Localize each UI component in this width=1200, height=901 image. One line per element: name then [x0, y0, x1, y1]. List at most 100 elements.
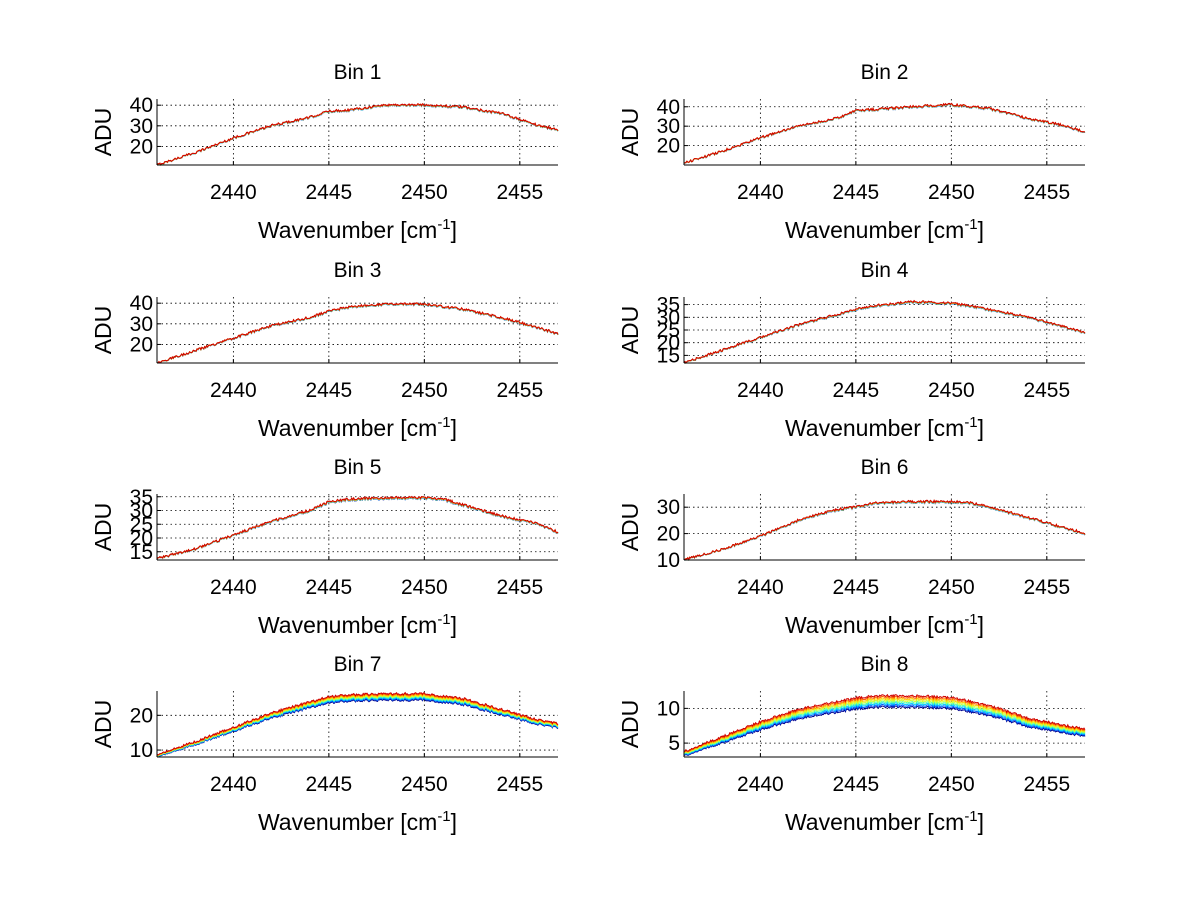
x-tick-label: 2445 [832, 576, 879, 599]
series-line-2 [683, 103, 1086, 164]
x-tick-label: 2455 [1023, 379, 1070, 402]
series-line-8 [156, 495, 559, 560]
series-line-8 [683, 693, 1086, 752]
y-tick-label: 20 [657, 332, 680, 355]
x-axis-label: Wavenumber [cm-1] [258, 414, 457, 441]
x-tick-label: 2440 [210, 181, 257, 204]
y-tick-label: 20 [130, 704, 153, 727]
series-line-2 [156, 697, 559, 758]
series-line-4 [156, 695, 559, 757]
y-tick-label: 20 [130, 135, 153, 158]
x-tick-label: 2450 [928, 379, 975, 402]
subplot-title: Bin 1 [334, 61, 382, 84]
subplot-bin-8: Bin 8 2440 2445 2450 2455 5 10 Wavenumber [cm-1… [617, 653, 1086, 835]
y-tick-label: 40 [657, 96, 680, 119]
x-tick-label: 2450 [401, 773, 448, 796]
x-axis-label: Wavenumber [cm-1] [785, 216, 984, 243]
series-line-3 [683, 103, 1086, 164]
x-tick-label: 2450 [928, 773, 975, 796]
series-line-1 [683, 500, 1086, 562]
x-tick-label: 2440 [210, 773, 257, 796]
y-tick-label: 10 [130, 739, 153, 762]
series-line-1 [156, 496, 559, 560]
series-line-2 [683, 499, 1086, 561]
x-tick-label: 2455 [1023, 773, 1070, 796]
subplot-title: Bin 7 [334, 653, 382, 676]
x-tick-label: 2450 [928, 576, 975, 599]
x-axis-label: Wavenumber [cm-1] [258, 808, 457, 835]
y-tick-label: 30 [130, 115, 153, 138]
series-line-2 [156, 496, 559, 560]
x-tick-label: 2450 [401, 181, 448, 204]
series-line-5 [683, 499, 1086, 561]
series-line-1 [683, 705, 1086, 756]
series-line-7 [156, 495, 559, 560]
series-line-3 [156, 696, 559, 757]
x-axis-label: Wavenumber [cm-1] [785, 414, 984, 441]
x-tick-label: 2455 [496, 576, 543, 599]
y-tick-label: 40 [130, 94, 153, 117]
series-line-3 [156, 496, 559, 560]
series-line-7 [683, 499, 1086, 561]
x-axis-label: Wavenumber [cm-1] [258, 611, 457, 638]
x-tick-label: 2445 [832, 773, 879, 796]
subplot-title: Bin 6 [861, 456, 909, 479]
series-line-3 [684, 701, 1086, 755]
series-line-7 [156, 692, 559, 756]
x-tick-label: 2445 [305, 379, 352, 402]
y-axis-label: ADU [617, 503, 643, 552]
y-tick-label: 20 [657, 523, 680, 546]
subplot-title: Bin 3 [334, 259, 382, 282]
series-line-5 [683, 698, 1086, 754]
series-line-4 [156, 496, 559, 560]
x-tick-label: 2440 [210, 576, 257, 599]
subplot-title: Bin 4 [861, 259, 909, 282]
series-line-7 [156, 302, 559, 364]
x-tick-label: 2455 [1023, 576, 1070, 599]
x-tick-label: 2450 [401, 379, 448, 402]
series-line-8 [683, 299, 1086, 364]
y-axis-label: ADU [617, 108, 643, 157]
x-tick-label: 2440 [737, 379, 784, 402]
series-line-1 [156, 698, 559, 758]
series-line-6 [684, 102, 1086, 164]
y-axis-label: ADU [90, 306, 116, 355]
x-tick-label: 2455 [496, 379, 543, 402]
series-line-4 [683, 103, 1086, 164]
series-line-2 [683, 703, 1086, 756]
y-tick-label: 5 [668, 732, 680, 755]
y-tick-label: 25 [657, 319, 680, 342]
x-axis-label: Wavenumber [cm-1] [258, 216, 457, 243]
y-tick-label: 25 [130, 513, 153, 536]
series-line-5 [683, 103, 1086, 164]
series-line-4 [684, 700, 1086, 754]
x-tick-label: 2445 [832, 379, 879, 402]
y-tick-label: 30 [657, 306, 680, 329]
x-tick-label: 2445 [305, 576, 352, 599]
x-axis-label: Wavenumber [cm-1] [785, 611, 984, 638]
y-tick-label: 30 [130, 313, 153, 336]
y-tick-label: 20 [130, 333, 153, 356]
x-tick-label: 2440 [210, 379, 257, 402]
series-line-5 [156, 496, 559, 560]
series-line-5 [156, 302, 559, 364]
y-tick-label: 20 [130, 527, 153, 550]
y-axis-label: ADU [617, 306, 643, 355]
x-tick-label: 2450 [401, 576, 448, 599]
series-line-7 [683, 299, 1086, 364]
x-tick-label: 2445 [832, 181, 879, 204]
y-tick-label: 40 [130, 292, 153, 315]
x-tick-label: 2455 [496, 773, 543, 796]
series-line-1 [157, 303, 559, 364]
series-line-4 [157, 302, 559, 364]
y-tick-label: 10 [657, 697, 680, 720]
series-line-1 [683, 300, 1086, 364]
y-axis-label: ADU [90, 700, 116, 749]
y-tick-label: 30 [130, 500, 153, 523]
